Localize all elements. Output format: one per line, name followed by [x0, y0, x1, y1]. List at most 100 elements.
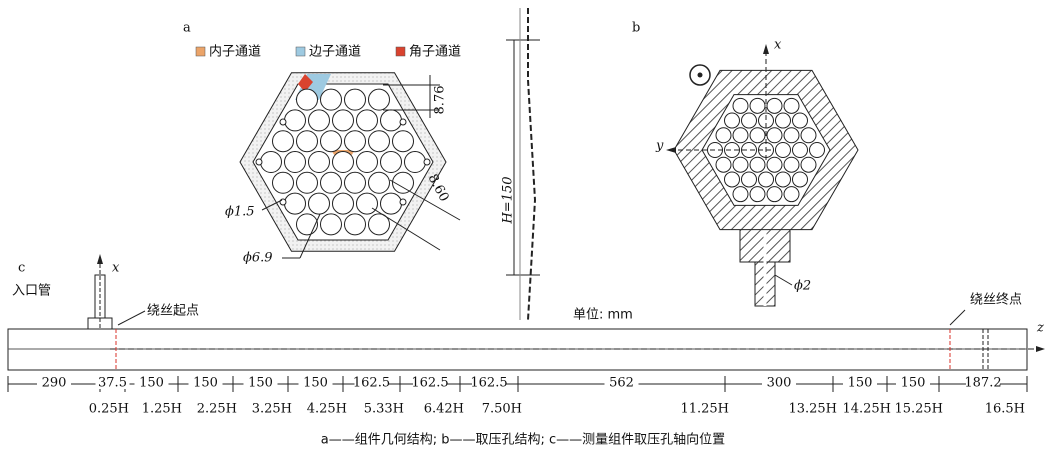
line — [118, 311, 145, 325]
y-axis-b: y — [655, 139, 664, 154]
rod-b — [776, 172, 791, 187]
axial-position: 0.25H — [89, 402, 129, 417]
axial-position: 5.33H — [364, 402, 404, 417]
segment-length: 162.5 — [470, 376, 507, 391]
axial-position: 7.50H — [482, 402, 522, 417]
line — [775, 275, 792, 285]
rod-b — [793, 143, 808, 158]
segment-length: 290 — [42, 376, 67, 391]
rod-b — [784, 98, 799, 113]
rod — [369, 172, 390, 193]
axial-position: 2.25H — [197, 402, 237, 417]
axial-position: 1.25H — [142, 402, 182, 417]
end-label: 绕丝终点 — [970, 292, 1022, 308]
wire — [280, 119, 286, 125]
rod — [309, 152, 330, 173]
rod-b — [733, 98, 748, 113]
arrow — [97, 254, 103, 264]
rod — [297, 172, 318, 193]
rod — [405, 152, 426, 173]
rod-b — [716, 128, 731, 143]
rod-b — [767, 187, 782, 202]
rod — [333, 193, 354, 214]
axial-position: 11.25H — [680, 402, 729, 417]
arrow — [1036, 346, 1045, 352]
wire — [256, 159, 262, 165]
segment-length: 150 — [901, 376, 926, 391]
legend-label: 边子通道 — [309, 45, 361, 60]
rod-b — [716, 157, 731, 172]
rod — [369, 131, 390, 152]
hole-dim: ϕ2 — [794, 279, 811, 294]
rod-b — [759, 172, 774, 187]
rod-b — [793, 113, 808, 128]
segment-length: 162.5 — [353, 376, 390, 391]
rod — [381, 110, 402, 131]
rod-b — [801, 157, 816, 172]
unit-label: 单位: mm — [573, 308, 633, 323]
rod-b — [725, 113, 740, 128]
drawing: 内子通道边子通道角子通道8.768.60ϕ1.5ϕ6.9H=150xyϕ2入口管… — [8, 8, 1045, 417]
rod — [297, 131, 318, 152]
gap-dim: 8.76 — [433, 86, 448, 115]
rod-b — [733, 187, 748, 202]
rod — [357, 110, 378, 131]
rod-b — [784, 187, 799, 202]
rod — [285, 193, 306, 214]
axial-position: 3.25H — [252, 402, 292, 417]
rod — [297, 89, 318, 110]
axial-position: 14.25H — [842, 402, 891, 417]
rod — [285, 152, 306, 173]
rod — [345, 89, 366, 110]
rod-b — [776, 113, 791, 128]
rod-b — [784, 157, 799, 172]
segment-length: 150 — [303, 376, 328, 391]
arrow — [763, 44, 769, 54]
rod-b — [742, 172, 757, 187]
segment-length: 37.5 — [98, 376, 127, 391]
segment-length: 300 — [767, 376, 792, 391]
rod — [369, 89, 390, 110]
rod-b — [793, 172, 808, 187]
axial-position: 6.42H — [424, 402, 464, 417]
segment-length: 187.2 — [964, 376, 1001, 391]
rod-b — [750, 187, 765, 202]
wire — [400, 119, 406, 125]
rod — [285, 110, 306, 131]
axial-position: 13.25H — [788, 402, 837, 417]
panel-b-label: b — [632, 21, 640, 36]
rod-b — [725, 172, 740, 187]
legend-label: 内子通道 — [209, 44, 261, 60]
panel-c-label: c — [18, 261, 25, 276]
arrow — [666, 147, 676, 153]
line — [950, 310, 965, 325]
dot — [698, 73, 703, 78]
rod-b — [767, 98, 782, 113]
rod-b — [733, 157, 748, 172]
rod — [345, 131, 366, 152]
rod — [321, 172, 342, 193]
rod — [261, 152, 282, 173]
rod — [345, 172, 366, 193]
rod — [321, 89, 342, 110]
rod — [381, 152, 402, 173]
rod-b — [776, 143, 791, 158]
legend-swatch — [196, 47, 205, 56]
rod — [357, 152, 378, 173]
rod-b — [742, 113, 757, 128]
figure: 内子通道边子通道角子通道8.768.60ϕ1.5ϕ6.9H=150xyϕ2入口管… — [0, 0, 1047, 457]
legend-swatch — [296, 47, 305, 56]
height-dim: H=150 — [501, 176, 516, 224]
segment-length: 150 — [848, 376, 873, 391]
rod — [309, 193, 330, 214]
rod-b — [750, 157, 765, 172]
segment-length: 150 — [139, 376, 164, 391]
rod-b — [767, 157, 782, 172]
rod — [321, 214, 342, 235]
rod — [345, 214, 366, 235]
rod — [393, 131, 414, 152]
rod-b — [750, 128, 765, 143]
rod — [357, 193, 378, 214]
wire — [400, 199, 406, 205]
rod — [333, 152, 354, 173]
